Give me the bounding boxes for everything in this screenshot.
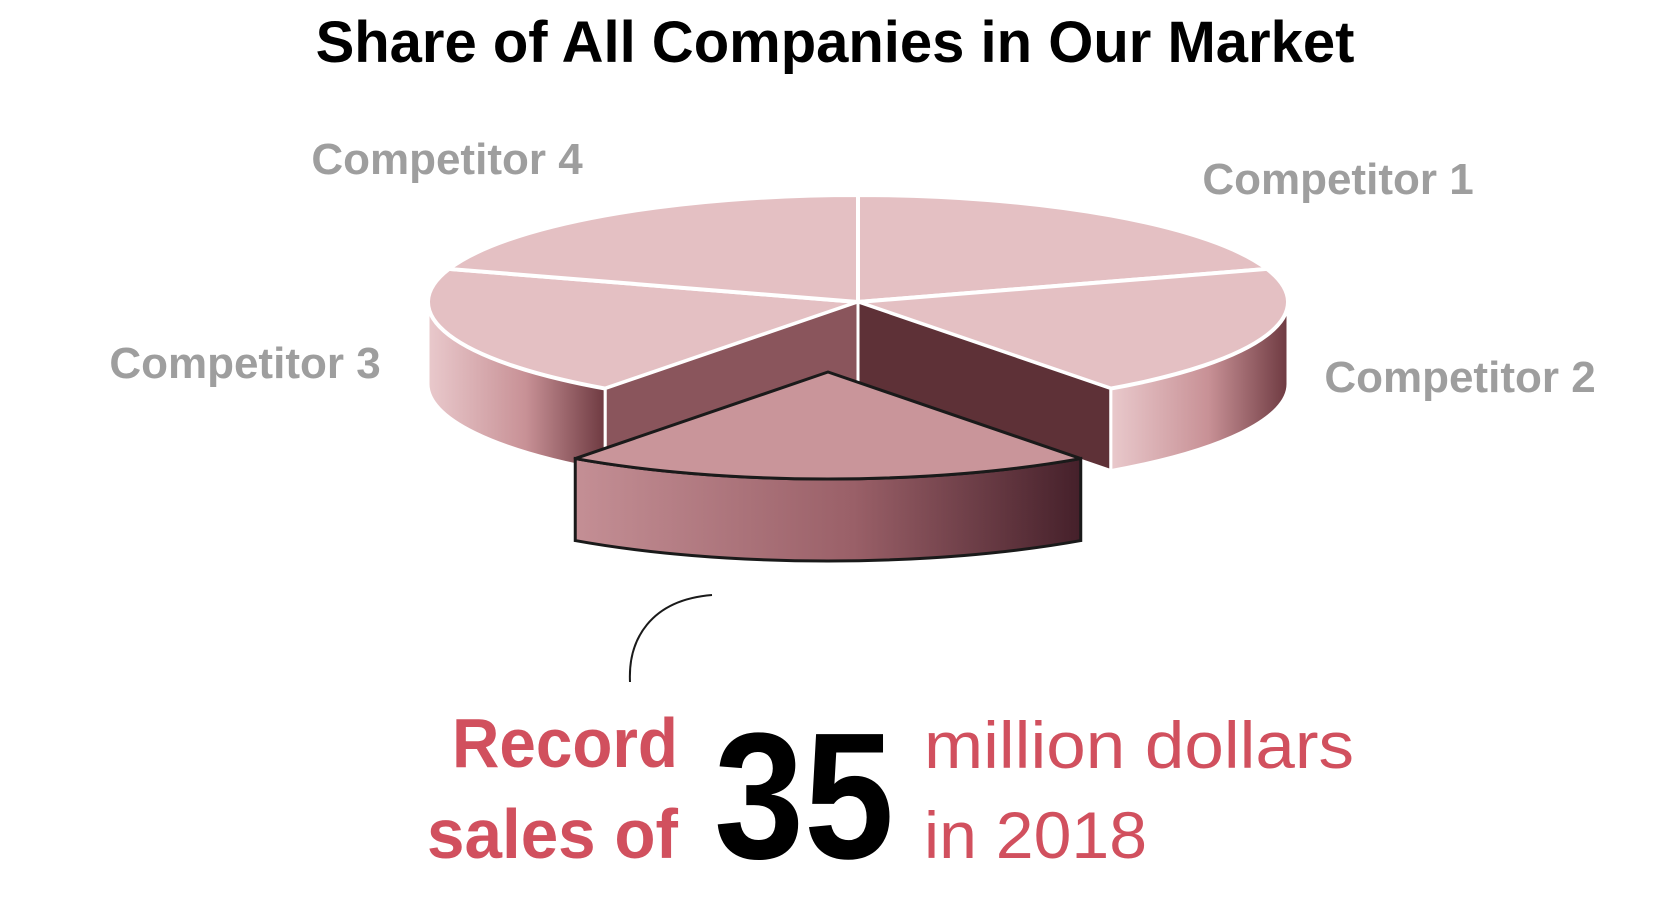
pie-gap-wall-right — [856, 299, 1113, 473]
slice-label-competitor-1: Competitor 1 — [1202, 155, 1473, 204]
slice-label-competitor-4: Competitor 4 — [311, 135, 583, 184]
callout-unit-line1: million dollars — [924, 708, 1354, 782]
pie-slice-3 — [426, 266, 859, 391]
chart-title: Share of All Companies in Our Market — [316, 10, 1355, 75]
callout-record-text: Record — [452, 704, 678, 782]
callout-number: 35 — [714, 696, 894, 897]
pie-group — [426, 192, 1290, 563]
pie-slice-2 — [573, 370, 1083, 481]
pie-slice-4 — [443, 192, 860, 305]
callout-unit-line2: in 2018 — [924, 798, 1147, 872]
pie-slice-1 — [857, 266, 1290, 391]
callout-leader-line — [628, 594, 713, 683]
callout-sales-of-text: sales of — [427, 795, 679, 873]
slice-label-competitor-2: Competitor 2 — [1324, 353, 1595, 402]
slice-label-competitor-3: Competitor 3 — [109, 339, 380, 388]
